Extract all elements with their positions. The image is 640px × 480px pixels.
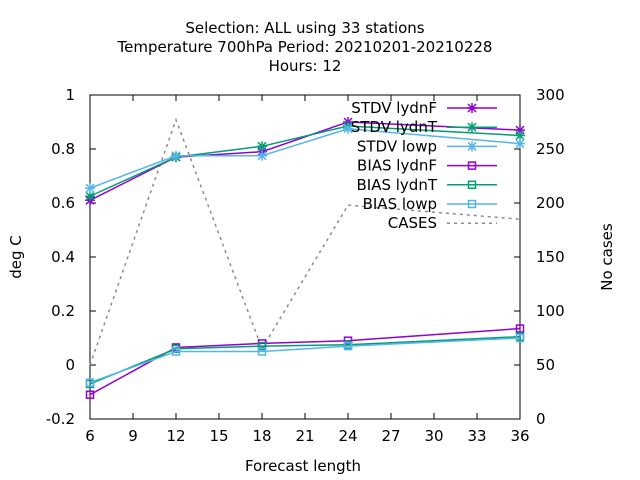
- y-tick-label: 0.8: [51, 140, 75, 158]
- legend-label-stdv-lowp: STDV lowp: [357, 137, 437, 155]
- legend-marker-stdv-lowp: [467, 141, 477, 152]
- data-point-bias-lowp: [515, 333, 525, 343]
- x-tick-label: 18: [252, 427, 271, 445]
- x-tick-label: 36: [510, 427, 529, 445]
- x-axis-ticks: 6 9 12 15 18 21 24 27 30 33 36: [85, 95, 530, 445]
- legend-marker-bias-lydnf: [467, 161, 477, 170]
- y2-tick-label: 150: [536, 248, 565, 266]
- y-tick-label: 0: [65, 356, 75, 374]
- series-line-bias-lydnf: [89, 327, 521, 396]
- y2-tick-label: 100: [536, 302, 565, 320]
- legend-marker-bias-lydnt: [467, 180, 477, 190]
- y-tick-label: 0.2: [51, 302, 75, 320]
- chart-title: Selection: ALL using 33 stations Tempera…: [117, 19, 493, 75]
- title-line-2: Temperature 700hPa Period: 20210201-2021…: [117, 38, 493, 56]
- data-point-bias-lowp: [343, 341, 353, 351]
- legend-label-stdv-lydnf: STDV lydnF: [351, 99, 437, 117]
- x-tick-label: 24: [338, 427, 357, 445]
- y2-tick-label: 50: [536, 356, 555, 374]
- x-tick-label: 15: [209, 427, 228, 445]
- legend-marker-stdv-lydnt: [467, 122, 477, 133]
- data-point-stdv-lydnt: [85, 191, 95, 202]
- title-line-1: Selection: ALL using 33 stations: [185, 19, 424, 37]
- legend-marker-stdv-lydnf: [467, 103, 477, 113]
- legend-label-bias-lydnf: BIAS lydnF: [357, 157, 437, 175]
- x-tick-label: 33: [467, 427, 486, 445]
- x-tick-label: 12: [166, 427, 185, 445]
- data-point-stdv-lowp: [515, 138, 525, 149]
- data-point-stdv-lowp: [343, 123, 353, 134]
- series-bias-lydnf: [85, 324, 525, 399]
- series-line-stdv-lydnf: [89, 121, 521, 201]
- series-line-stdv-lydnt: [89, 125, 521, 197]
- data-point-bias-lowp: [257, 347, 267, 356]
- data-point-stdv-lydnt: [257, 141, 267, 152]
- y2-tick-label: 200: [536, 194, 565, 212]
- y2-tick-label: 0: [536, 410, 546, 428]
- data-point-bias-lydnf: [85, 390, 95, 399]
- x-tick-label: 6: [85, 427, 95, 445]
- y-tick-label: 0.6: [51, 194, 75, 212]
- y2-tick-label: 250: [536, 140, 565, 158]
- data-point-bias-lydnt: [257, 341, 267, 351]
- y-tick-label: -0.2: [46, 410, 75, 428]
- x-axis-label: Forecast length: [245, 457, 361, 475]
- series-line-cases: [89, 117, 521, 366]
- legend-marker-bias-lowp: [467, 199, 477, 209]
- y-axis-ticks: -0.2 0 0.2 0.4 0.6 0.8 1: [46, 86, 96, 428]
- series-layer: [85, 117, 525, 399]
- data-point-stdv-lowp: [171, 150, 181, 161]
- y-tick-label: 1: [65, 86, 75, 104]
- data-point-stdv-lydnt: [515, 130, 525, 141]
- series-bias-lowp: [85, 333, 525, 387]
- data-point-bias-lydnf: [515, 324, 525, 333]
- plot-frame: [89, 94, 521, 420]
- series-cases: [89, 117, 521, 366]
- data-point-stdv-lowp: [85, 183, 95, 194]
- series-bias-lydnt: [85, 332, 525, 389]
- data-point-bias-lowp: [171, 347, 181, 356]
- legend-label-bias-lowp: BIAS lowp: [363, 195, 437, 213]
- data-point-bias-lowp: [85, 378, 95, 387]
- legend-label-cases: CASES: [388, 214, 437, 232]
- y2-tick-label: 300: [536, 86, 565, 104]
- y2-axis-ticks: 0 50 100 150 200 250 300: [514, 86, 565, 428]
- series-line-bias-lydnt: [89, 335, 521, 385]
- series-stdv-lydnt: [85, 121, 525, 202]
- series-line-bias-lowp: [89, 337, 521, 384]
- series-stdv-lowp: [85, 123, 525, 194]
- y-axis-label: deg C: [7, 235, 25, 279]
- x-tick-label: 21: [295, 427, 314, 445]
- legend-label-stdv-lydnt: STDV lydnT: [351, 118, 438, 136]
- title-line-3: Hours: 12: [269, 57, 342, 75]
- x-tick-label: 27: [381, 427, 400, 445]
- legend-label-bias-lydnt: BIAS lydnT: [356, 176, 437, 194]
- y-tick-label: 0.4: [51, 248, 75, 266]
- x-tick-label: 30: [424, 427, 443, 445]
- x-tick-label: 9: [128, 427, 138, 445]
- y2-axis-label: No cases: [598, 223, 616, 291]
- data-point-stdv-lowp: [257, 150, 267, 161]
